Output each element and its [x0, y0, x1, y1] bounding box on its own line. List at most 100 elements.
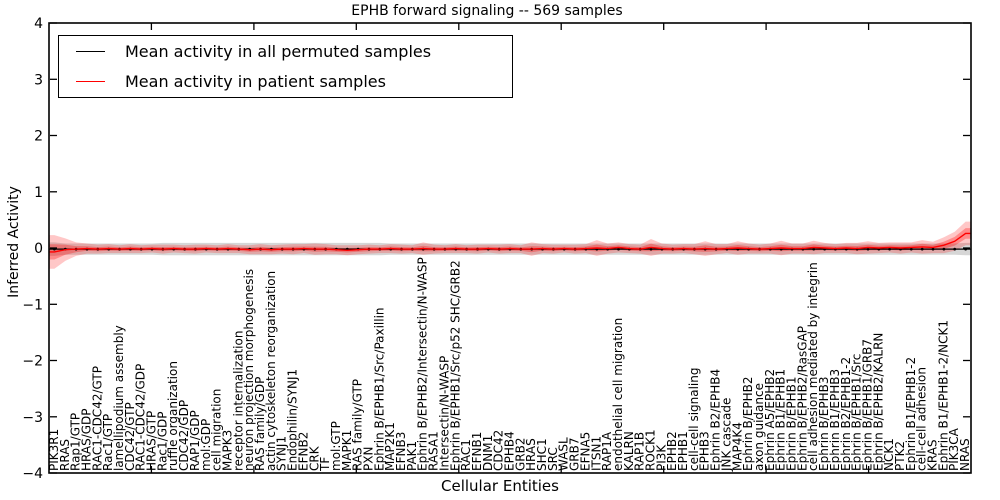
x-tick-label: HRAS/GDP: [80, 408, 94, 471]
patient-mean-line: [49, 232, 971, 253]
y-tick-label: −4: [22, 466, 43, 482]
x-tick-label: RAP1/GDP: [188, 410, 202, 471]
x-tick-label: Ephrin B1/EPHB1-2/NCK1: [936, 320, 950, 471]
x-tick-label: CRK: [307, 445, 321, 471]
x-tick-label: PI3K: [654, 444, 668, 471]
x-tick-label: lamellipodium assembly: [112, 325, 126, 471]
x-tick-label: neuron projection morphogenesis: [242, 269, 256, 471]
patient-line-sample: [76, 81, 105, 83]
x-tick-label: NRAS: [958, 438, 972, 471]
x-tick-label: JNK cascade: [719, 398, 733, 472]
x-tick-label: cell migration: [210, 389, 224, 471]
x-tick-label: Ephrin B/EPHB3: [817, 377, 831, 471]
x-tick-label: Ephrin B2/EPHB1-2: [839, 357, 853, 471]
x-tick-label: EPHB2: [665, 431, 679, 471]
x-tick-label: Ephrin B/EPHB1/Src/Paxillin: [372, 307, 386, 471]
x-tick-label: EFNB1: [470, 432, 484, 471]
legend: Mean activity in all permuted samples Me…: [58, 35, 513, 98]
x-tick-label: Intersectin/N-WASP: [437, 356, 451, 471]
x-tick-label: Ephrin B/EPHB2/RasGAP: [795, 326, 809, 471]
x-tick-label: mol:GTP: [329, 421, 343, 471]
x-tick-label: cell adhesion mediated by integrin: [806, 262, 820, 471]
axis-ticks: [50, 22, 970, 474]
x-tick-label: ruffle organization: [166, 361, 180, 471]
x-tick-label: Ephrin B/EPHB1/GRB7: [861, 339, 875, 471]
y-tick-labels: −4 −3 −2 −1 0 1 2 3 4: [22, 16, 43, 482]
y-tick-label: −2: [22, 354, 43, 370]
x-tick-label: SHC1: [535, 438, 549, 471]
x-tick-label: CDC42/GTP: [123, 402, 137, 471]
x-tick-label: Rac1/GTP: [101, 414, 115, 471]
x-tick-label: CDC42: [492, 430, 506, 471]
x-tick-label: GRB7: [568, 437, 582, 471]
y-tick-label: 4: [34, 16, 43, 32]
y-tick-label: 0: [34, 241, 43, 257]
x-tick-label: RAC1: [459, 439, 473, 471]
x-tick-label: Ephrin B/EPHB2/Intersectin/N-WASP: [416, 257, 430, 471]
x-tick-label: Ephrin B/EPHB2: [741, 377, 755, 471]
x-tick-label: ROCK1: [644, 429, 658, 471]
x-tick-label: mol:GDP: [199, 419, 213, 471]
x-tick-label: Ephrin A5/EPHB2: [763, 369, 777, 471]
x-tick-label: Endophilin/SYNJ1: [286, 369, 300, 471]
x-tick-label: RAP1A: [600, 431, 614, 471]
y-tick-label: −1: [22, 297, 43, 313]
x-tick-labels: PIK3R1RRASRap1/GTPHRAS/GDPRAC1-CDC42/GTP…: [47, 257, 972, 472]
x-tick-label: EFNA5: [578, 432, 592, 471]
y-tick-label: 1: [34, 185, 43, 201]
x-tick-label: SRC: [546, 447, 560, 471]
x-tick-label: receptor internalization: [231, 331, 245, 471]
x-tick-label: RRAS: [58, 439, 72, 471]
permuted-line-sample: [76, 50, 105, 52]
y-tick-label: 3: [34, 72, 43, 88]
x-tick-label: CDC42/GDP: [177, 400, 191, 471]
x-tick-label: NCK1: [882, 438, 896, 471]
x-tick-label: Ephrin B/EPHB1/Src: [850, 354, 864, 471]
legend-label: Mean activity in all permuted samples: [125, 41, 432, 61]
x-tick-label: KRAS: [926, 439, 940, 471]
legend-item-permuted: Mean activity in all permuted samples: [59, 36, 512, 66]
x-tick-label: Ephrin B1/EPHB1-2: [904, 357, 918, 471]
patient-band: [49, 221, 971, 269]
x-tick-label: RAS family/GDP: [253, 377, 267, 471]
legend-item-patient: Mean activity in patient samples: [59, 67, 512, 97]
x-tick-label: PIK3R1: [47, 429, 61, 471]
x-tick-label: Ephrin B2/EPHB4: [709, 369, 723, 471]
plot-frame: [48, 22, 972, 474]
x-tick-label: EPHB1: [676, 431, 690, 471]
x-tick-label: PXN: [362, 447, 376, 471]
x-tick-label: MAP4K4: [730, 422, 744, 471]
x-tick-label: KALRN: [622, 431, 636, 471]
x-tick-label: TF: [318, 457, 332, 472]
x-tick-label: Ephrin B/EPHB1: [785, 377, 799, 471]
x-tick-label: Ephrin B1/EPHB3: [828, 369, 842, 471]
x-tick-label: PIK3CA: [947, 427, 961, 471]
x-tick-label: axon guidance: [752, 383, 766, 471]
y-tick-label: 2: [34, 129, 43, 145]
x-tick-label: MAPK3: [221, 430, 235, 471]
x-tick-label: RAP1B: [633, 432, 647, 471]
x-tick-label: Ephrin B/EPHB1/Src/p52 SHC/GRB2: [448, 260, 462, 471]
x-tick-label: RASA1: [427, 431, 441, 471]
x-tick-label: EFNB3: [394, 432, 408, 471]
x-tick-label: actin cytoskeleton reorganization: [264, 271, 278, 471]
x-tick-label: MAP2K1: [383, 422, 397, 471]
x-tick-label: GRB2: [513, 437, 527, 471]
x-tick-label: EPHB4: [503, 431, 517, 471]
x-tick-label: cell-cell signaling: [687, 368, 701, 472]
x-axis-label: Cellular Entities: [441, 477, 559, 495]
x-tick-label: RAS family/GTP: [351, 379, 365, 471]
x-tick-label: endothelial cell migration: [611, 318, 625, 471]
legend-label: Mean activity in patient samples: [125, 72, 386, 92]
x-tick-label: Rac1/GDP: [155, 412, 169, 471]
x-tick-label: Ephrin B/EPHB2/KALRN: [871, 333, 885, 471]
x-tick-label: EFNB2: [296, 432, 310, 471]
chart-title: EPHB forward signaling -- 569 samples: [351, 3, 623, 19]
x-tick-label: Rap1/GTP: [69, 413, 83, 471]
x-tick-label: Ephrin B1/EPHB1: [774, 369, 788, 471]
x-tick-label: MAPK1: [340, 430, 354, 471]
x-tick-label: SYNJ1: [275, 436, 289, 471]
x-tick-label: ITSN1: [589, 436, 603, 471]
